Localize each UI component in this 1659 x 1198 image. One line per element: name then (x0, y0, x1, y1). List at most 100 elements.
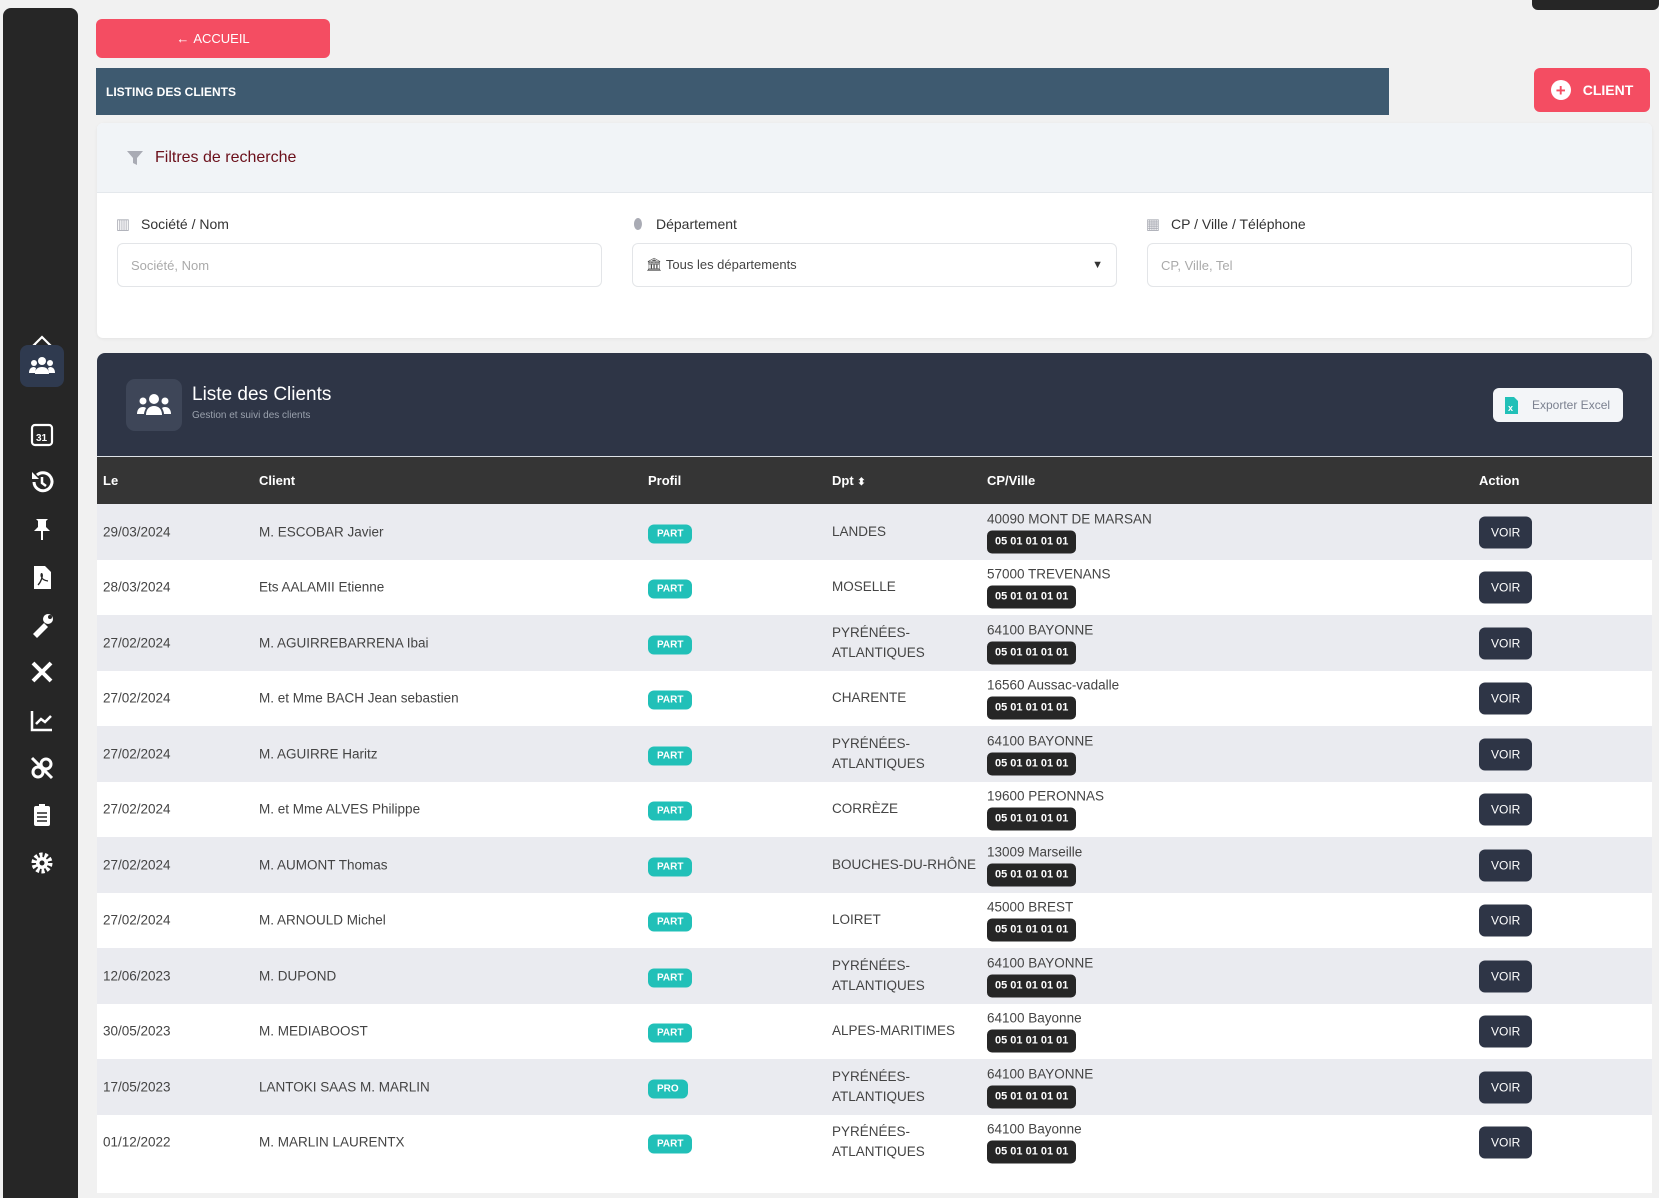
row-client: LANTOKI SAAS M. MARLIN (259, 1079, 430, 1095)
column-header-client: Client (259, 473, 296, 488)
view-client-button[interactable]: VOIR (1479, 1126, 1533, 1159)
view-client-button[interactable]: VOIR (1479, 849, 1533, 882)
row-department: ALPES-MARITIMES (832, 1023, 956, 1039)
row-cp-ville: 64100 Bayonne (987, 1121, 1082, 1137)
department-filter: ⬮ Département 🏛 Tous les départements ▼ (632, 213, 1117, 287)
chart-icon (30, 711, 52, 732)
row-cp-ville: 64100 BAYONNE (987, 955, 1094, 971)
profile-badge: PART (648, 912, 693, 932)
history-icon (32, 471, 54, 493)
row-department: MOSELLE (832, 579, 896, 595)
sidebar-item-calendar[interactable]: 31 (20, 413, 64, 455)
arrow-left-icon: ← (176, 31, 190, 46)
profile-badge: PART (648, 857, 693, 877)
dpt-header-label: Dpt (832, 473, 854, 488)
sidebar-item-clipboard[interactable] (20, 794, 64, 836)
company-label: Société / Nom (141, 216, 229, 232)
company-placeholder: Société, Nom (131, 257, 210, 273)
view-client-button[interactable]: VOIR (1479, 738, 1533, 771)
phone-badge: 05 01 01 01 01 (987, 696, 1077, 720)
sidebar-item-gear[interactable] (20, 842, 64, 884)
profile-badge: PART (648, 579, 693, 599)
row-department: LOIRET (832, 912, 881, 928)
row-date: 29/03/2024 (103, 524, 171, 540)
sidebar-item-chart[interactable] (20, 699, 64, 741)
view-client-button[interactable]: VOIR (1479, 627, 1533, 660)
sidebar-item-pin[interactable] (20, 508, 64, 550)
clients-subtitle: Gestion et suivi des clients (192, 410, 311, 421)
row-client: M. ARNOULD Michel (259, 912, 386, 928)
table-body: 29/03/2024 M. ESCOBAR Javier PART LANDES 400… (97, 504, 1652, 1170)
pdf-icon (34, 566, 51, 589)
table-row: 27/02/2024 M. ARNOULD Michel PART LOIRET 450… (97, 892, 1652, 948)
plus-circle-icon: + (1550, 80, 1571, 100)
view-client-button[interactable]: VOIR (1479, 1015, 1533, 1048)
department-selected: 🏛 Tous les départements (646, 257, 797, 272)
back-home-label: ACCUEIL (193, 31, 250, 46)
view-client-button[interactable]: VOIR (1479, 682, 1533, 715)
profile-badge: PART (648, 968, 693, 988)
row-department: LANDES (832, 523, 887, 539)
profile-badge: PART (648, 690, 693, 710)
sidebar-item-tools[interactable] (20, 604, 64, 646)
table-row: 17/05/2023 LANTOKI SAAS M. MARLIN PRO PYRÉN… (97, 1059, 1652, 1115)
profile-badge: PART (648, 746, 693, 766)
location-placeholder: CP, Ville, Tel (1161, 257, 1233, 273)
row-cp-ville: 64100 BAYONNE (987, 733, 1094, 749)
row-date: 27/02/2024 (103, 635, 171, 651)
filters-header: Filtres de recherche (97, 123, 1652, 193)
row-date: 27/02/2024 (103, 912, 171, 928)
excel-file-icon: x (1505, 396, 1518, 414)
top-right-tab[interactable] (1532, 0, 1659, 10)
row-date: 17/05/2023 (103, 1079, 171, 1095)
table-row: 30/05/2023 M. MEDIABOOST PART ALPES-MARITIM… (97, 1003, 1652, 1059)
profile-badge: PRO (648, 1079, 688, 1099)
export-excel-label: Exporter Excel (1532, 398, 1611, 412)
row-cp-ville: 45000 BREST (987, 899, 1074, 915)
phone-badge: 05 01 01 01 01 (987, 530, 1077, 554)
phone-badge: 05 01 01 01 01 (987, 918, 1077, 942)
row-cp-ville: 13009 Marseille (987, 844, 1083, 860)
view-client-button[interactable]: VOIR (1479, 960, 1533, 993)
view-client-button[interactable]: VOIR (1479, 516, 1533, 549)
clipboard-icon (34, 804, 50, 826)
back-home-button[interactable]: ← ACCUEIL (96, 19, 330, 58)
users-icon (126, 379, 182, 431)
view-client-button[interactable]: VOIR (1479, 571, 1533, 604)
column-header-dpt[interactable]: Dpt ⬍ (832, 473, 866, 488)
view-client-button[interactable]: VOIR (1479, 1071, 1533, 1104)
sidebar: 31 (3, 8, 78, 1198)
profile-badge: PART (648, 524, 693, 544)
view-client-button[interactable]: VOIR (1479, 904, 1533, 937)
page-title: LISTING DES CLIENTS (106, 84, 237, 99)
table-header: Le Client Profil Dpt ⬍ CP/Ville Action (97, 457, 1652, 504)
row-cp-ville: 19600 PERONNAS (987, 788, 1105, 804)
row-cp-ville: 16560 Aussac-vadalle (987, 677, 1120, 693)
wrench-screwdriver-icon (31, 661, 53, 683)
row-department: CORRÈZE (832, 801, 899, 817)
company-input[interactable]: Société, Nom (117, 243, 602, 287)
sidebar-item-history[interactable] (20, 461, 64, 503)
clients-header: Liste des Clients Gestion et suivi des c… (97, 353, 1652, 457)
page-title-bar: LISTING DES CLIENTS (96, 68, 1389, 115)
phone-badge: 05 01 01 01 01 (987, 807, 1077, 831)
add-client-button[interactable]: + CLIENT (1534, 68, 1650, 112)
sidebar-item-pdf[interactable] (20, 556, 64, 598)
sidebar-item-unlink[interactable] (20, 747, 64, 789)
add-client-label: CLIENT (1582, 82, 1634, 98)
department-select[interactable]: 🏛 Tous les départements ▼ (632, 243, 1117, 287)
table-row: 27/02/2024 M. et Mme BACH Jean sebastien P… (97, 670, 1652, 726)
table-row: 27/02/2024 M. AGUIRRE Haritz PART PYRÉNÉES-… (97, 726, 1652, 782)
export-excel-button[interactable]: x Exporter Excel (1493, 388, 1623, 422)
row-department: PYRÉNÉES- ATLANTIQUES (832, 735, 925, 771)
view-client-button[interactable]: VOIR (1479, 793, 1533, 826)
sidebar-item-wrench-screwdriver[interactable] (20, 651, 64, 693)
row-department: PYRÉNÉES- ATLANTIQUES (832, 1124, 925, 1160)
row-client: M. et Mme ALVES Philippe (259, 801, 421, 817)
phone-badge: 05 01 01 01 01 (987, 1085, 1077, 1109)
row-cp-ville: 40090 MONT DE MARSAN (987, 511, 1152, 527)
pin-icon (34, 519, 50, 540)
location-input[interactable]: CP, Ville, Tel (1147, 243, 1632, 287)
sidebar-item-users[interactable] (20, 345, 64, 387)
map-pin-icon: ⬮ (633, 215, 643, 233)
